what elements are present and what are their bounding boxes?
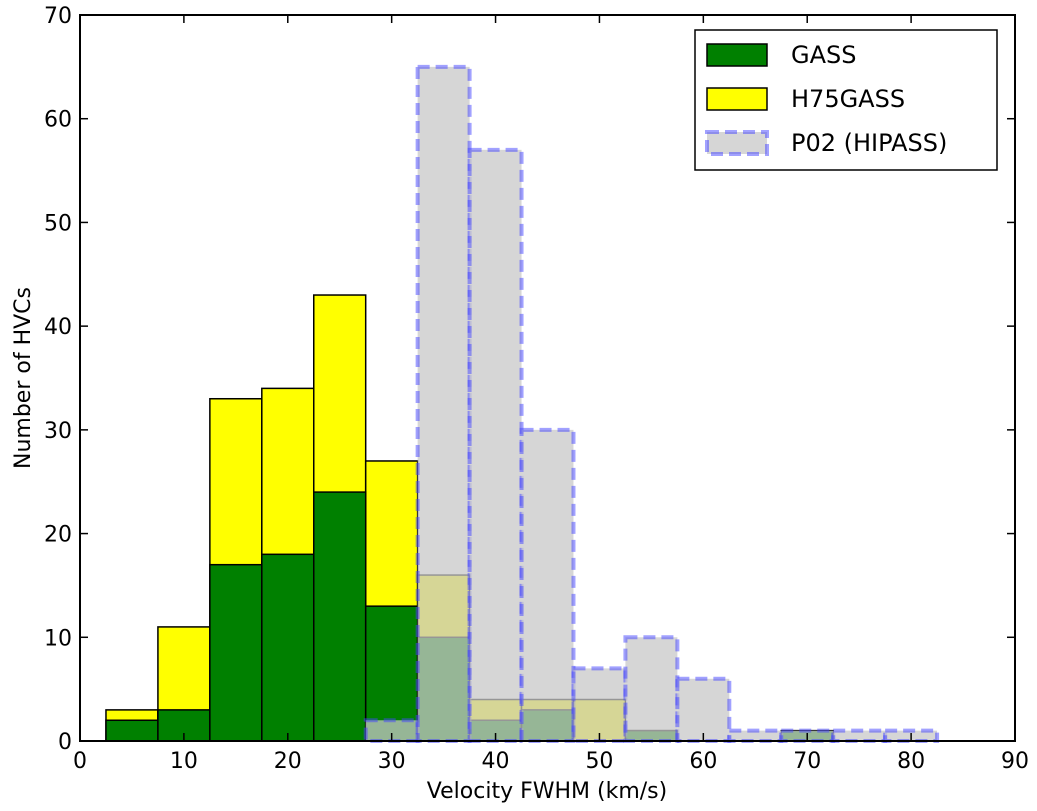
bar (623, 635, 680, 743)
bar (313, 491, 367, 742)
y-tick-label: 0 (58, 730, 72, 755)
bar (571, 666, 628, 744)
plot-frame (79, 14, 1016, 742)
y-tick-label: 70 (44, 4, 72, 29)
y-tick-label: 30 (44, 419, 72, 444)
y-tick-label: 10 (44, 626, 72, 651)
x-tick-label: 30 (378, 749, 406, 774)
x-tick-label: 0 (73, 749, 87, 774)
bar (519, 427, 576, 743)
bar (467, 147, 524, 744)
legend-swatch (706, 87, 768, 111)
legend-label: P02 (HIPASS) (791, 129, 947, 157)
x-tick-label: 20 (274, 749, 302, 774)
x-tick-label: 70 (793, 749, 821, 774)
legend-label: GASS (791, 41, 856, 69)
y-tick-label: 40 (44, 315, 72, 340)
bar (209, 563, 263, 742)
legend: GASS H75GASS P02 (HIPASS) (694, 29, 998, 171)
y-tick-label: 20 (44, 523, 72, 548)
x-tick-label: 90 (1001, 749, 1029, 774)
x-tick-label: 10 (170, 749, 198, 774)
x-axis-label: Velocity FWHM (km/s) (427, 779, 667, 804)
x-tick-label: 40 (482, 749, 510, 774)
y-tick-label: 60 (44, 108, 72, 133)
bar (105, 719, 159, 742)
legend-swatch (705, 130, 769, 156)
x-tick-label: 50 (585, 749, 613, 774)
y-tick-label: 50 (44, 211, 72, 236)
bar (415, 64, 472, 744)
legend-swatch (706, 43, 768, 67)
bar (831, 728, 888, 744)
x-tick-label: 80 (897, 749, 925, 774)
x-tick-label: 60 (689, 749, 717, 774)
y-axis-label: Number of HVCs (11, 287, 36, 469)
bar (727, 728, 784, 744)
bar (675, 676, 732, 743)
bar (261, 553, 315, 742)
legend-label: H75GASS (791, 85, 905, 113)
